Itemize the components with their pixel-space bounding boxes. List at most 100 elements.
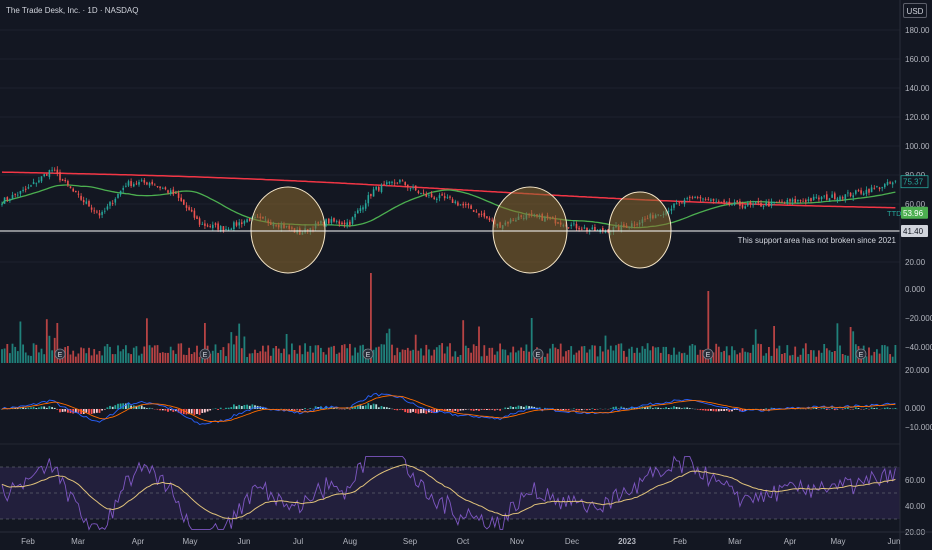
candle-body bbox=[791, 199, 794, 202]
candle-body bbox=[802, 200, 804, 202]
candle-body bbox=[196, 216, 198, 219]
volume-bar bbox=[794, 346, 797, 363]
volume-bar bbox=[630, 346, 633, 363]
macd-histogram-bar bbox=[67, 409, 69, 413]
volume-bar bbox=[354, 347, 356, 363]
macd-histogram-bar bbox=[383, 406, 385, 409]
volume-bar bbox=[504, 349, 507, 363]
volume-bar bbox=[617, 343, 620, 363]
candle-body bbox=[765, 202, 767, 206]
macd-histogram-bar bbox=[433, 409, 436, 414]
volume-bar bbox=[649, 350, 652, 363]
volume-bar bbox=[243, 336, 246, 363]
x-tick-label: Apr bbox=[784, 537, 797, 546]
volume-bar bbox=[694, 345, 696, 363]
volume-bar bbox=[712, 352, 715, 363]
volume-bar bbox=[638, 352, 641, 363]
macd-histogram-bar bbox=[625, 408, 628, 409]
volume-bar bbox=[768, 347, 770, 363]
volume-bar bbox=[135, 346, 138, 363]
volume-bar bbox=[254, 349, 256, 363]
macd-histogram-bar bbox=[573, 408, 575, 409]
candle-body bbox=[754, 202, 757, 204]
candle-body bbox=[857, 190, 860, 192]
macd-histogram-bar bbox=[98, 409, 101, 413]
candle-body bbox=[164, 187, 167, 190]
volume-bar bbox=[164, 352, 167, 363]
candle-body bbox=[673, 203, 675, 208]
macd-histogram-bar bbox=[765, 408, 768, 409]
candle-body bbox=[80, 195, 82, 200]
macd-histogram-bar bbox=[146, 408, 148, 409]
candle-body bbox=[409, 188, 412, 189]
candle-body bbox=[32, 182, 35, 184]
volume-bar bbox=[74, 356, 77, 363]
volume-bar bbox=[873, 351, 876, 363]
macd-histogram-bar bbox=[565, 409, 567, 411]
candle-body bbox=[401, 180, 404, 182]
volume-bar bbox=[40, 348, 43, 363]
price-tick-label: 160.00 bbox=[905, 55, 930, 64]
macd-histogram-bar bbox=[686, 407, 689, 409]
volume-bar bbox=[375, 347, 378, 363]
candle-body bbox=[739, 201, 741, 206]
volume-bar bbox=[686, 354, 689, 363]
volume-bars bbox=[1, 273, 897, 363]
candle-body bbox=[96, 211, 98, 213]
candle-body bbox=[865, 189, 868, 195]
candle-body bbox=[860, 190, 862, 194]
volume-bar bbox=[641, 346, 644, 363]
macd-histogram-bar bbox=[673, 406, 675, 409]
macd-histogram-bar bbox=[85, 409, 88, 413]
volume-bar bbox=[580, 346, 583, 363]
volume-bar bbox=[841, 354, 844, 363]
macd-histogram-bar bbox=[367, 403, 370, 409]
candle-body bbox=[749, 202, 752, 204]
volume-bar bbox=[11, 343, 14, 363]
candle-body bbox=[699, 197, 702, 199]
macd-histogram-bar bbox=[406, 409, 409, 413]
macd-histogram-bar bbox=[459, 409, 462, 411]
volume-bar bbox=[588, 349, 591, 363]
volume-bar bbox=[264, 351, 267, 363]
volume-bar bbox=[723, 350, 725, 363]
candle-body bbox=[148, 182, 151, 186]
volume-bar bbox=[559, 343, 562, 363]
macd-histogram-bar bbox=[298, 409, 301, 412]
volume-bar bbox=[583, 346, 586, 363]
macd-histogram-bar bbox=[235, 406, 238, 409]
candle-body bbox=[159, 186, 161, 189]
macd-histogram-bar bbox=[240, 406, 243, 409]
macd-histogram-bar bbox=[483, 409, 486, 410]
currency-button[interactable]: USD bbox=[903, 3, 927, 18]
macd-histogram-bar bbox=[659, 408, 662, 409]
candle-body bbox=[222, 226, 225, 231]
volume-bar bbox=[24, 352, 27, 363]
volume-bar bbox=[625, 356, 628, 363]
macd-histogram-bar bbox=[683, 407, 686, 409]
volume-bar bbox=[815, 356, 818, 363]
volume-bar bbox=[699, 349, 702, 363]
macd-histogram-bar bbox=[420, 409, 422, 414]
candle-body bbox=[169, 190, 172, 194]
volume-bar bbox=[675, 354, 678, 363]
candle-body bbox=[715, 201, 717, 203]
volume-bar bbox=[193, 352, 196, 363]
macd-histogram-bar bbox=[657, 407, 660, 409]
macd-histogram-bar bbox=[615, 406, 617, 409]
volume-bar bbox=[56, 323, 59, 363]
volume-bar bbox=[865, 356, 868, 363]
volume-bar bbox=[225, 356, 227, 363]
candle-body bbox=[217, 223, 219, 230]
candle-body bbox=[22, 189, 24, 191]
macd-histogram-bar bbox=[198, 409, 201, 415]
macd-histogram-bar bbox=[462, 409, 465, 411]
macd-tick-label: 20.000 bbox=[905, 366, 930, 375]
candle-body bbox=[30, 185, 32, 187]
volume-bar bbox=[306, 351, 309, 363]
candle-body bbox=[93, 210, 95, 212]
rsi-ma-line bbox=[1, 464, 896, 520]
macd-histogram-bar bbox=[148, 407, 151, 409]
volume-bar bbox=[883, 345, 886, 363]
